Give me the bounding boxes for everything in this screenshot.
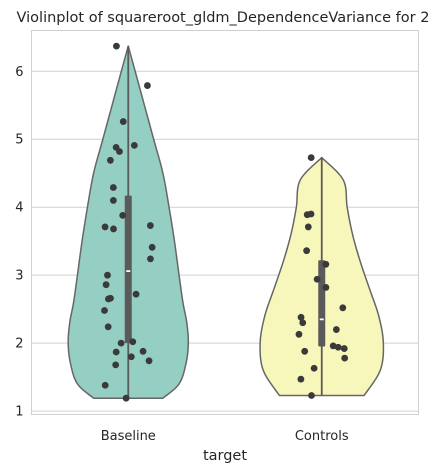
data-point (104, 323, 112, 331)
data-point (322, 260, 330, 268)
data-point (147, 255, 154, 263)
x-tick-label: Controls (295, 429, 349, 444)
x-axis-ticks: Baseline Controls (101, 429, 349, 444)
data-point (332, 326, 340, 333)
data-point (313, 275, 321, 283)
y-axis-ticks: 1 2 3 4 5 6 (15, 65, 23, 420)
x-axis-label: target (203, 448, 247, 464)
data-point (310, 364, 318, 372)
data-point (307, 154, 315, 161)
data-point (139, 347, 147, 355)
data-point (144, 82, 151, 89)
data-point (109, 184, 117, 191)
data-point (146, 222, 154, 229)
data-point (301, 347, 309, 355)
data-point (113, 42, 120, 50)
y-tick-label: 2 (15, 337, 23, 352)
x-tick-label: Baseline (101, 429, 156, 444)
data-point (107, 294, 114, 302)
data-point (119, 118, 127, 125)
data-point (297, 313, 305, 321)
data-point (303, 247, 311, 255)
data-point (122, 394, 130, 402)
y-tick-label: 3 (15, 269, 23, 284)
data-point (104, 271, 111, 279)
y-tick-label: 1 (15, 405, 23, 420)
violin-iqr-box (124, 195, 132, 344)
data-point (101, 223, 109, 231)
data-point (145, 357, 153, 365)
data-point (112, 361, 120, 369)
data-point (112, 348, 120, 356)
data-point (112, 144, 120, 151)
violin-iqr-box (318, 260, 326, 347)
data-point (307, 210, 315, 218)
data-point (101, 307, 108, 314)
violins (67, 42, 385, 402)
data-point (329, 342, 337, 350)
chart-title: Violinplot of squareroot_gldm_Dependence… (17, 10, 430, 26)
data-point (127, 353, 135, 361)
data-point (308, 392, 315, 399)
data-point (129, 338, 137, 346)
data-point (106, 156, 114, 164)
y-tick-label: 4 (15, 201, 23, 216)
data-point (130, 141, 138, 149)
data-point (340, 345, 348, 352)
data-point (132, 290, 140, 298)
data-point (109, 197, 117, 204)
data-point (322, 284, 330, 291)
data-point (102, 281, 110, 289)
data-point (119, 211, 127, 219)
data-point (101, 381, 109, 389)
data-point (299, 319, 307, 327)
y-tick-label: 6 (15, 65, 23, 80)
data-point (110, 225, 117, 233)
data-point (339, 304, 347, 312)
data-point (297, 375, 305, 383)
data-point (117, 339, 125, 347)
y-tick-label: 5 (15, 133, 23, 148)
data-point (148, 243, 156, 251)
data-point (304, 223, 312, 231)
data-point (341, 354, 349, 362)
data-point (295, 330, 303, 338)
